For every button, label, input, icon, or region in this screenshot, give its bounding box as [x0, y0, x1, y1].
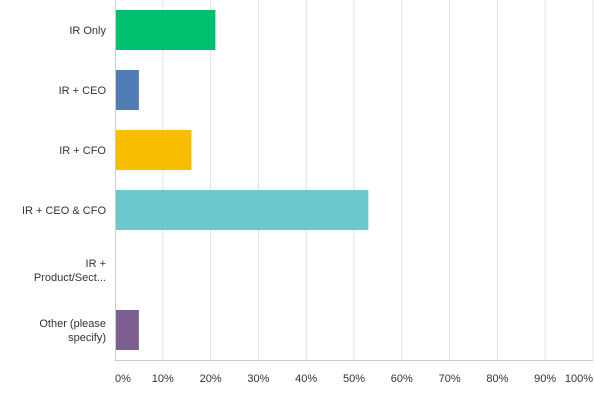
tick-labels: 0% 10% 20% 30% 40% 50% 60% 70% 80% 90% 100% [115, 373, 593, 385]
bar [116, 70, 139, 110]
category-label: IR + CEO [59, 85, 107, 97]
category-label: Other (please specify) [39, 318, 106, 344]
x-tick-label: 0% [115, 373, 131, 385]
category-label: IR + Product/Sect... [34, 258, 106, 284]
x-tick-label: 30% [247, 373, 269, 385]
bars [116, 10, 369, 350]
x-tick-label: 40% [295, 373, 317, 385]
category-labels: IR Only IR + CEO IR + CFO IR + CEO & CFO IR … [22, 25, 107, 344]
bar [116, 310, 139, 350]
bar [116, 10, 216, 50]
x-tick-label: 90% [534, 373, 556, 385]
x-tick-label: 60% [391, 373, 413, 385]
bar [116, 130, 192, 170]
category-label: IR + CFO [59, 145, 106, 157]
category-label: IR Only [69, 25, 106, 37]
category-label: IR + CEO & CFO [22, 205, 106, 217]
axes [115, 0, 593, 361]
x-tick-label: 80% [486, 373, 508, 385]
x-tick-label: 10% [152, 373, 174, 385]
gridlines [162, 0, 594, 360]
bar [116, 190, 369, 230]
x-tick-label: 50% [343, 373, 365, 385]
x-tick-label: 20% [200, 373, 222, 385]
x-tick-label: 70% [439, 373, 461, 385]
x-tick-label: 100% [565, 373, 593, 385]
